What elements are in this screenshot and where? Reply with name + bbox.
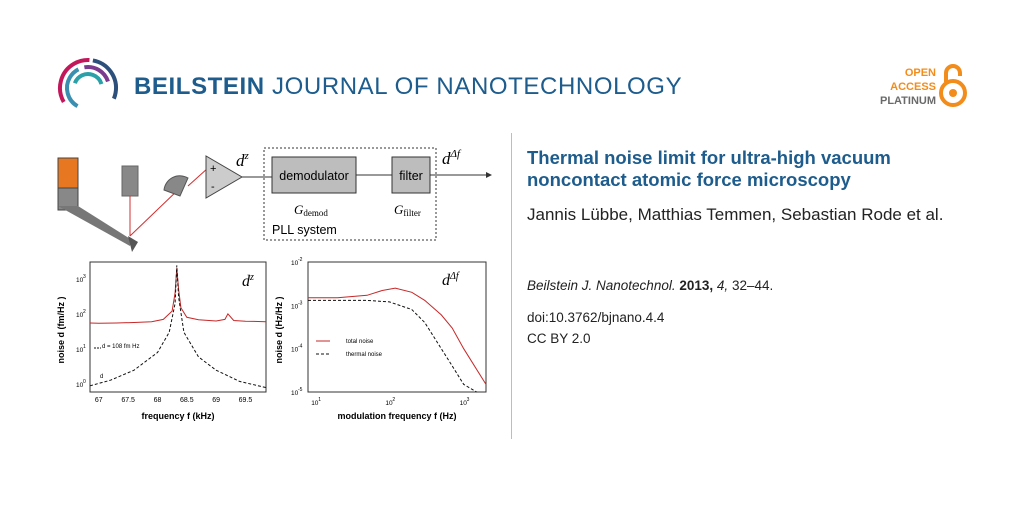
article-title[interactable]: Thermal noise limit for ultra-high vacuu… xyxy=(527,147,891,190)
right-xtick-exponent: 1 xyxy=(318,397,321,403)
photodiode xyxy=(163,175,189,197)
right-plot-ddf: dΔf xyxy=(442,271,460,289)
left-ylabel: noise d (fm/Hz ) xyxy=(56,296,66,363)
platinum-label: PLATINUM xyxy=(879,95,936,107)
legend-total-noise: total noise xyxy=(346,339,374,345)
g-demod-label: Gdemod xyxy=(294,202,328,218)
left-ytick-label: 10 xyxy=(76,312,84,319)
journal-name: BEILSTEIN JOURNAL OF NANOTECHNOLOGY xyxy=(134,73,683,100)
plus-sign: + xyxy=(210,163,216,175)
left-series-dz xyxy=(89,268,267,324)
access-label: ACCESS xyxy=(890,81,936,93)
left-series-dth xyxy=(89,265,267,389)
graphical-abstract: + - dz demodulator filter dΔf Gdemod Gfi… xyxy=(56,147,492,421)
dz-label: dz xyxy=(236,150,250,170)
pll-label: PLL system xyxy=(272,223,337,237)
open-label: OPEN xyxy=(904,67,936,79)
right-ytick-label: 10 xyxy=(291,390,299,397)
right-series-total xyxy=(308,287,487,385)
left-xtick-label: 67.5 xyxy=(121,397,135,404)
citation: Beilstein J. Nanotechnol. 2013, 4, 32–44… xyxy=(527,278,774,293)
filter-label: filter xyxy=(399,169,423,183)
beilstein-logo-icon xyxy=(58,58,118,118)
right-xtick-label: 10 xyxy=(311,400,319,407)
right-xtick-label: 10 xyxy=(385,400,393,407)
right-ytick-exponent: -5 xyxy=(298,387,303,393)
vertical-divider xyxy=(511,133,512,439)
left-xtick-label: 69.5 xyxy=(239,397,253,404)
left-ytick-exponent: 2 xyxy=(83,309,86,315)
open-access-badge: OPEN ACCESS PLATINUM xyxy=(868,66,936,108)
right-ytick-label: 10 xyxy=(291,347,299,354)
left-annotation-ds: d = 108 fm Hz xyxy=(102,344,140,350)
doi[interactable]: doi:10.3762/bjnano.4.4 xyxy=(527,310,665,325)
left-annotation-th: d xyxy=(100,374,103,380)
right-xtick-exponent: 2 xyxy=(392,397,395,403)
left-xtick-label: 68 xyxy=(154,397,162,404)
right-xtick-label: 10 xyxy=(460,400,468,407)
left-xtick-label: 68.5 xyxy=(180,397,194,404)
demodulator-block xyxy=(271,156,357,194)
right-ytick-label: 10 xyxy=(291,260,299,267)
laser xyxy=(121,165,139,197)
article-authors: Jannis Lübbe, Matthias Temmen, Sebastian… xyxy=(527,205,944,224)
pll-box xyxy=(263,147,437,241)
right-xlabel: modulation frequency f (Hz) xyxy=(338,411,457,421)
right-ytick-exponent: -2 xyxy=(298,257,303,263)
amplifier xyxy=(205,155,243,199)
left-ytick-label: 10 xyxy=(76,382,84,389)
filter-block xyxy=(391,156,431,194)
minus-sign: - xyxy=(211,181,215,193)
license: CC BY 2.0 xyxy=(527,331,591,346)
right-ytick-exponent: -3 xyxy=(298,300,303,306)
ddf-label: dΔf xyxy=(442,148,462,168)
tip xyxy=(128,236,138,252)
left-ytick-label: 10 xyxy=(76,277,84,284)
g-filter-label: Gfilter xyxy=(394,202,421,218)
left-plot-dz: dz xyxy=(242,272,254,290)
right-plot: dΔf 10 1 10 2 10 3 10-210-310-410-5 total noi… xyxy=(274,257,487,421)
right-series-thermal xyxy=(308,299,477,393)
left-xtick-label: 69 xyxy=(212,397,220,404)
right-ytick-exponent: -4 xyxy=(298,344,303,350)
open-lock-icon xyxy=(939,64,967,107)
left-xlabel: frequency f (kHz) xyxy=(141,411,214,421)
left-ytick-exponent: 0 xyxy=(83,379,86,385)
left-ytick-label: 10 xyxy=(76,347,84,354)
right-xtick-exponent: 3 xyxy=(467,397,470,403)
demodulator-label: demodulator xyxy=(279,169,349,183)
left-xtick-label: 67 xyxy=(95,397,103,404)
sample-block xyxy=(57,157,79,189)
right-ytick-label: 10 xyxy=(291,303,299,310)
cantilever xyxy=(58,206,132,246)
left-ytick-exponent: 3 xyxy=(83,274,86,280)
left-ytick-exponent: 1 xyxy=(83,344,86,350)
legend-thermal-noise: thermal noise xyxy=(346,352,383,358)
right-ylabel: noise d (Hz/Hz ) xyxy=(274,296,284,363)
